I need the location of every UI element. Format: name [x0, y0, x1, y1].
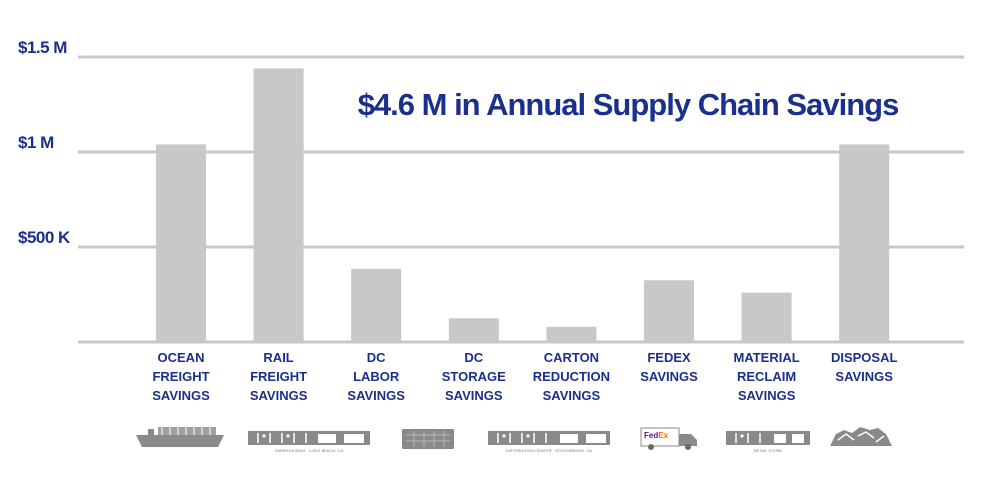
container-icon: [402, 429, 454, 449]
bar: [448, 318, 499, 342]
bars: [156, 68, 890, 343]
bar: [839, 144, 890, 342]
fedex-truck-icon: FedEx: [640, 427, 697, 450]
fedex-logo-fed: Fed: [644, 431, 658, 440]
svg-text:FedEx: FedEx: [644, 431, 669, 440]
category-label: DISPOSAL SAVINGS: [831, 350, 898, 384]
retail-store-icon: RETAIL STORE: [726, 431, 810, 453]
category-label: RAIL FREIGHT SAVINGS: [250, 350, 308, 403]
category-label: CARTON REDUCTION SAVINGS: [533, 350, 610, 403]
bar: [253, 68, 304, 343]
distribution-caption: DISTRIBUTION CENTER · STOCKBRIDGE, GA: [506, 448, 593, 453]
bar: [156, 144, 206, 342]
category-label: OCEAN FREIGHT SAVINGS: [152, 350, 210, 403]
bar: [351, 268, 402, 342]
bar: [741, 292, 792, 342]
chart-title: $4.6 M in Annual Supply Chain Savings: [358, 87, 899, 122]
bar: [644, 280, 694, 342]
disposal-pile-icon: [830, 427, 892, 446]
y-tick-label: $1.5 M: [18, 38, 67, 57]
retail-caption: RETAIL STORE: [754, 448, 783, 453]
y-tick-label: $1 M: [18, 133, 54, 152]
distribution-center-icon: DISTRIBUTION CENTER · STOCKBRIDGE, GA: [488, 431, 610, 453]
category-labels: OCEAN FREIGHT SAVINGS RAIL FREIGHT SAVINGS DC L…: [152, 350, 897, 403]
category-label: FEDEX SAVINGS: [640, 350, 698, 384]
grid-lines: [78, 55, 964, 249]
warehouse-icon: WAREHOUSING · LONG BEACH, CA: [248, 431, 370, 453]
bar: [546, 326, 597, 342]
ship-icon: [136, 427, 224, 447]
category-label: DC LABOR SAVINGS: [347, 350, 405, 403]
y-axis-tick-labels: $500 K $1 M $1.5 M: [18, 38, 72, 247]
category-label: DC STORAGE SAVINGS: [442, 350, 506, 403]
fedex-logo-ex: Ex: [658, 431, 668, 440]
y-tick-label: $500 K: [18, 228, 71, 247]
category-label: MATERIAL RECLAIM SAVINGS: [733, 350, 799, 403]
warehouse-caption: WAREHOUSING · LONG BEACH, CA: [275, 448, 343, 453]
